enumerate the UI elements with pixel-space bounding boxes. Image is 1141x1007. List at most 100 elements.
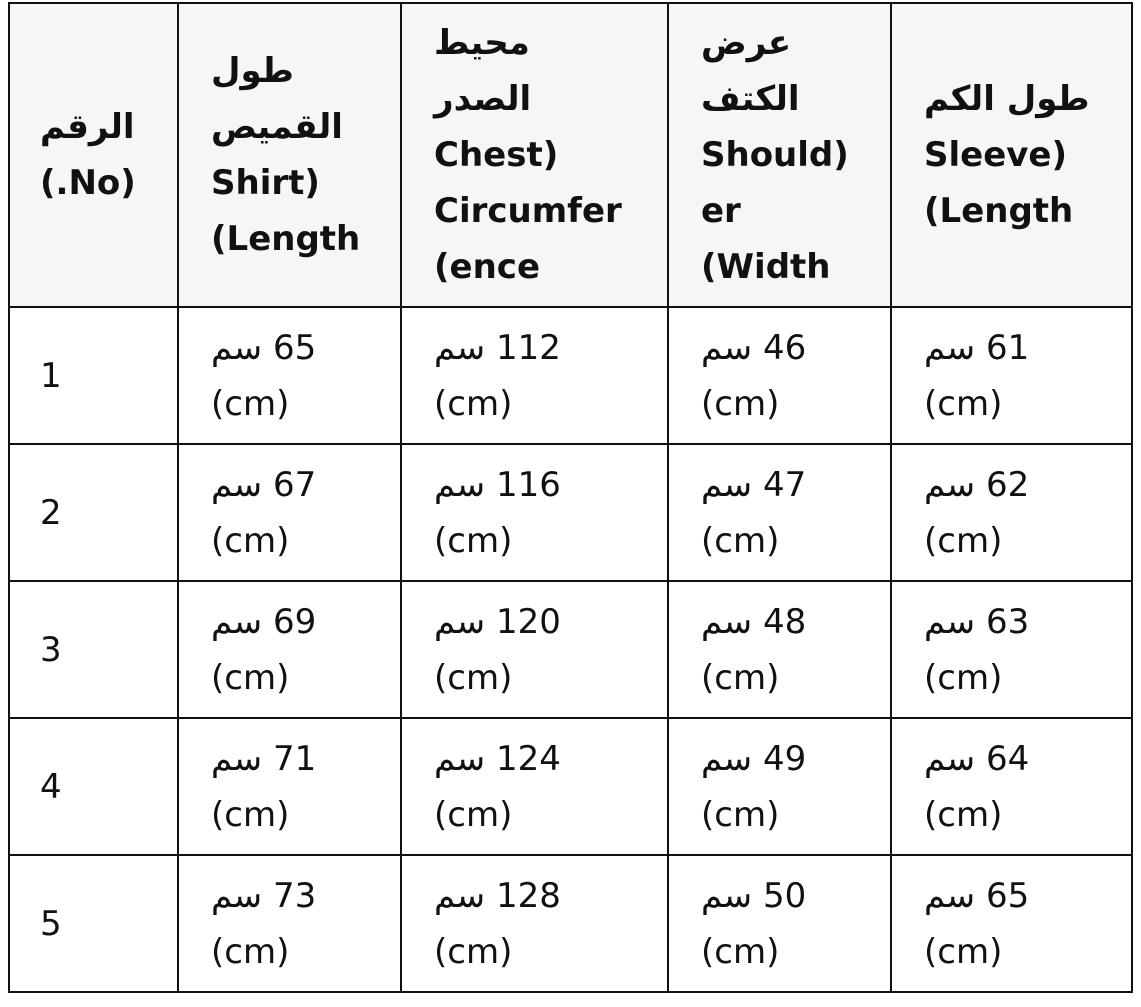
header-shirt-length: طول القميص Shirt) (Length bbox=[177, 2, 402, 308]
measurement-value: 65 سم bbox=[211, 327, 317, 368]
cell-chest-circumference: 120 سم (cm) bbox=[400, 580, 669, 719]
table-row: 1 65 سم (cm) 112 سم (cm) 46 سم (cm) 61 سم (cm) bbox=[8, 306, 1133, 445]
measurement-value: 48 سم bbox=[701, 601, 807, 642]
measurement-value: 69 سم bbox=[211, 601, 317, 642]
unit-label: (cm) bbox=[924, 657, 1003, 698]
cell-shoulder-width: 46 سم (cm) bbox=[667, 306, 892, 445]
measurement-value: 62 سم bbox=[924, 464, 1030, 505]
cell-sleeve-length: 63 سم (cm) bbox=[890, 580, 1133, 719]
header-shoulder-width: عرض الكتف Should) er (Width bbox=[667, 2, 892, 308]
cell-shirt-length: 69 سم (cm) bbox=[177, 580, 402, 719]
header-line: الرقم bbox=[40, 107, 135, 147]
table-row: 5 73 سم (cm) 128 سم (cm) 50 سم (cm) 65 سم (cm) bbox=[8, 854, 1133, 993]
header-line: (Width bbox=[701, 247, 831, 287]
measurement-value: 46 سم bbox=[701, 327, 807, 368]
table-row: 2 67 سم (cm) 116 سم (cm) 47 سم (cm) 62 سم (cm) bbox=[8, 443, 1133, 582]
row-number: 1 bbox=[40, 355, 62, 396]
measurement-value: 61 سم bbox=[924, 327, 1030, 368]
unit-label: (cm) bbox=[701, 383, 780, 424]
header-sleeve-length: طول الكم Sleeve) (Length bbox=[890, 2, 1133, 308]
unit-label: (cm) bbox=[434, 794, 513, 835]
unit-label: (cm) bbox=[924, 520, 1003, 561]
header-line: محيط bbox=[434, 23, 530, 63]
cell-shoulder-width: 50 سم (cm) bbox=[667, 854, 892, 993]
header-line: القميص bbox=[211, 107, 343, 147]
header-chest-circumference: محيط الصدر Chest) Circumfer (ence bbox=[400, 2, 669, 308]
row-number: 4 bbox=[40, 766, 62, 807]
measurement-value: 63 سم bbox=[924, 601, 1030, 642]
header-line: Sleeve) bbox=[924, 135, 1068, 175]
cell-chest-circumference: 116 سم (cm) bbox=[400, 443, 669, 582]
header-line: الصدر bbox=[434, 79, 532, 119]
row-number: 3 bbox=[40, 629, 62, 670]
cell-chest-circumference: 128 سم (cm) bbox=[400, 854, 669, 993]
cell-sleeve-length: 62 سم (cm) bbox=[890, 443, 1133, 582]
unit-label: (cm) bbox=[211, 383, 290, 424]
unit-label: (cm) bbox=[434, 931, 513, 972]
header-line: Circumfer bbox=[434, 191, 622, 231]
cell-sleeve-length: 61 سم (cm) bbox=[890, 306, 1133, 445]
cell-number: 4 bbox=[8, 717, 179, 856]
measurement-value: 64 سم bbox=[924, 738, 1030, 779]
unit-label: (cm) bbox=[701, 520, 780, 561]
table-row: 4 71 سم (cm) 124 سم (cm) 49 سم (cm) 64 سم (cm) bbox=[8, 717, 1133, 856]
header-line: طول الكم bbox=[924, 79, 1090, 119]
measurement-value: 71 سم bbox=[211, 738, 317, 779]
measurement-value: 124 سم bbox=[434, 738, 561, 779]
unit-label: (cm) bbox=[701, 931, 780, 972]
cell-shirt-length: 73 سم (cm) bbox=[177, 854, 402, 993]
cell-number: 1 bbox=[8, 306, 179, 445]
cell-number: 3 bbox=[8, 580, 179, 719]
header-line: عرض bbox=[701, 23, 792, 63]
size-chart-table: الرقم (.No) طول القميص Shirt) (Length مح… bbox=[8, 2, 1133, 993]
header-line: (ence bbox=[434, 247, 541, 287]
unit-label: (cm) bbox=[211, 931, 290, 972]
row-number: 5 bbox=[40, 903, 62, 944]
unit-label: (cm) bbox=[924, 931, 1003, 972]
measurement-value: 128 سم bbox=[434, 875, 561, 916]
cell-sleeve-length: 65 سم (cm) bbox=[890, 854, 1133, 993]
unit-label: (cm) bbox=[434, 520, 513, 561]
unit-label: (cm) bbox=[701, 657, 780, 698]
unit-label: (cm) bbox=[434, 657, 513, 698]
cell-chest-circumference: 112 سم (cm) bbox=[400, 306, 669, 445]
unit-label: (cm) bbox=[211, 657, 290, 698]
header-line: Shirt) bbox=[211, 163, 320, 203]
measurement-value: 73 سم bbox=[211, 875, 317, 916]
cell-chest-circumference: 124 سم (cm) bbox=[400, 717, 669, 856]
header-line: (Length bbox=[924, 191, 1074, 231]
measurement-value: 47 سم bbox=[701, 464, 807, 505]
cell-shoulder-width: 49 سم (cm) bbox=[667, 717, 892, 856]
table-row: 3 69 سم (cm) 120 سم (cm) 48 سم (cm) 63 سم (cm) bbox=[8, 580, 1133, 719]
measurement-value: 65 سم bbox=[924, 875, 1030, 916]
header-line: er bbox=[701, 191, 741, 231]
unit-label: (cm) bbox=[924, 794, 1003, 835]
header-line: Should) bbox=[701, 135, 849, 175]
header-line: الكتف bbox=[701, 79, 800, 119]
measurement-value: 116 سم bbox=[434, 464, 561, 505]
cell-shirt-length: 67 سم (cm) bbox=[177, 443, 402, 582]
header-line: طول bbox=[211, 51, 294, 91]
header-line: (Length bbox=[211, 219, 361, 259]
cell-shirt-length: 71 سم (cm) bbox=[177, 717, 402, 856]
cell-number: 2 bbox=[8, 443, 179, 582]
cell-sleeve-length: 64 سم (cm) bbox=[890, 717, 1133, 856]
measurement-value: 67 سم bbox=[211, 464, 317, 505]
measurement-value: 120 سم bbox=[434, 601, 561, 642]
cell-number: 5 bbox=[8, 854, 179, 993]
cell-shirt-length: 65 سم (cm) bbox=[177, 306, 402, 445]
cell-shoulder-width: 48 سم (cm) bbox=[667, 580, 892, 719]
header-row: الرقم (.No) طول القميص Shirt) (Length مح… bbox=[8, 2, 1133, 308]
unit-label: (cm) bbox=[434, 383, 513, 424]
measurement-value: 50 سم bbox=[701, 875, 807, 916]
row-number: 2 bbox=[40, 492, 62, 533]
measurement-value: 112 سم bbox=[434, 327, 561, 368]
unit-label: (cm) bbox=[211, 520, 290, 561]
unit-label: (cm) bbox=[701, 794, 780, 835]
unit-label: (cm) bbox=[924, 383, 1003, 424]
unit-label: (cm) bbox=[211, 794, 290, 835]
header-line: Chest) bbox=[434, 135, 559, 175]
header-number: الرقم (.No) bbox=[8, 2, 179, 308]
measurement-value: 49 سم bbox=[701, 738, 807, 779]
header-line: (.No) bbox=[40, 163, 136, 203]
